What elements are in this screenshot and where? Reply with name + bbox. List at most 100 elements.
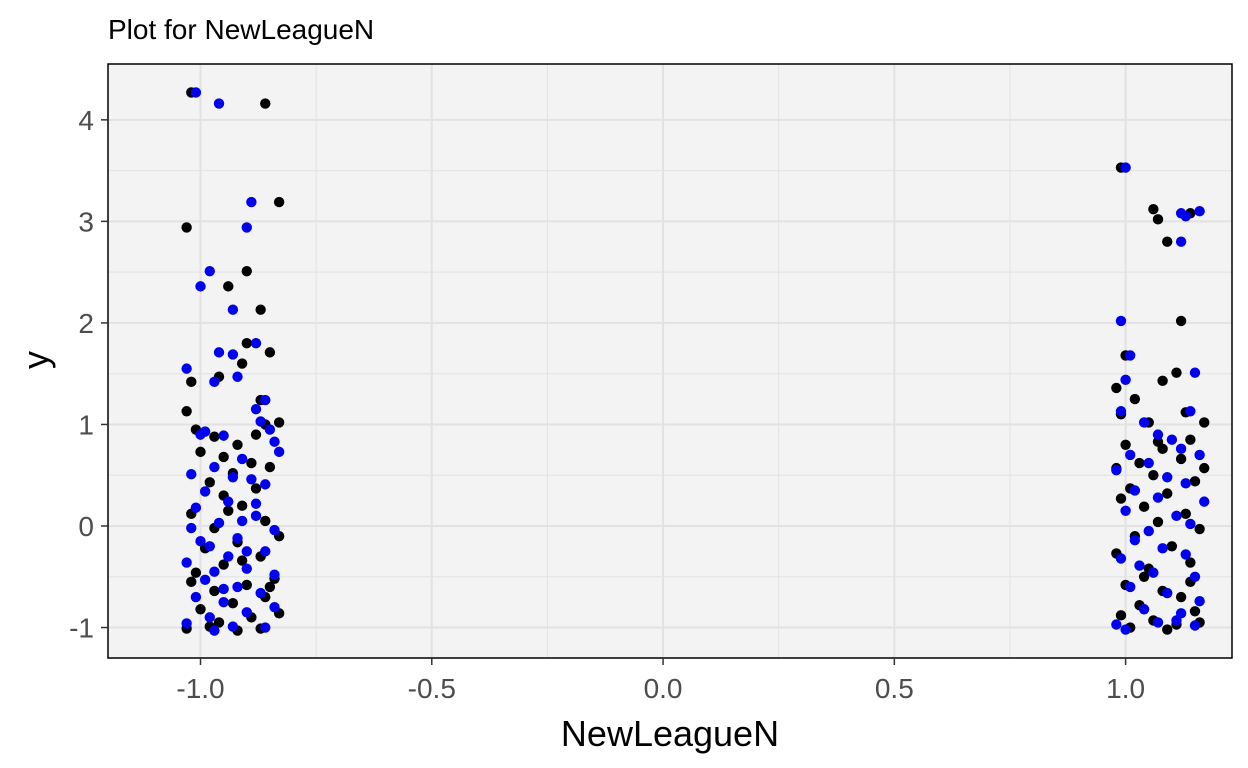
data-point-blue [209,625,220,636]
data-point-black [236,500,248,511]
data-point-blue [223,496,234,507]
data-point-blue [1180,549,1191,560]
data-point-blue [209,566,220,577]
y-tick-label: 0 [78,511,94,542]
data-point-blue [1194,206,1205,217]
data-point-black [1134,457,1145,469]
data-point-blue [213,98,225,109]
data-point-blue [1199,496,1210,507]
data-point-blue [1120,505,1131,516]
data-point-blue [264,424,276,435]
y-tick-label: -1 [69,613,94,644]
data-point-blue [195,429,206,440]
data-point-blue [250,404,262,415]
data-point-black [260,515,271,527]
y-tick-label: 3 [78,206,94,237]
data-point-blue [181,557,192,568]
data-point-blue [1175,443,1187,455]
data-point-blue [255,416,266,427]
data-point-black [1157,375,1168,386]
data-point-blue [1129,535,1141,546]
data-point-blue [199,486,211,497]
data-point-blue [1180,211,1191,222]
data-point-black [1115,493,1127,504]
data-point-black [1175,591,1187,603]
data-point-black [264,461,276,473]
data-point-blue [1134,560,1145,571]
data-point-blue [1115,553,1127,564]
data-point-black [1115,610,1127,621]
data-point-blue [199,574,211,586]
data-point-blue [1189,367,1201,378]
data-point-black [209,431,220,442]
data-point-blue [1175,236,1187,247]
data-point-black [1162,488,1173,499]
data-point-blue [1194,449,1205,461]
data-point-black [218,451,229,463]
data-point-black [195,604,206,615]
data-point-blue [1125,581,1136,593]
data-point-black [1129,393,1141,405]
data-point-blue [273,446,285,458]
data-point-black [223,505,234,516]
data-points [181,87,1210,636]
data-point-black [195,446,206,458]
data-point-black [232,439,243,450]
data-point-black [1199,417,1210,428]
data-point-blue [1138,417,1150,428]
data-point-blue [1162,587,1173,599]
data-point-blue [1143,457,1154,469]
data-point-blue [1185,518,1196,530]
data-point-black [1185,557,1196,568]
data-point-black [241,338,252,349]
data-point-blue [227,621,239,632]
data-point-blue [1115,406,1127,417]
data-point-black [227,597,239,609]
data-point-black [273,196,285,208]
data-point-black [1162,624,1173,635]
data-point-black [255,304,266,315]
data-point-blue [227,304,239,315]
data-point-blue [241,563,252,574]
data-point-blue [1185,406,1196,417]
data-point-blue [1120,162,1131,173]
data-point-blue [1180,478,1191,489]
data-point-blue [1152,617,1164,628]
data-point-black [1189,476,1201,487]
x-tick-label: 1.0 [1106,673,1145,704]
data-point-blue [204,541,215,552]
data-point-blue [213,347,225,358]
y-tick-label: 1 [78,409,94,440]
data-point-blue [1157,543,1168,554]
data-point-black [1199,462,1210,474]
data-point-black [223,281,234,292]
data-point-black [1185,434,1196,445]
data-point-blue [1129,485,1141,496]
data-point-blue [227,349,239,360]
data-point-blue [209,376,220,388]
data-point-blue [1111,619,1122,630]
data-point-black [1162,236,1173,247]
data-point-blue [190,87,202,98]
data-point-blue [1162,472,1173,483]
data-point-blue [218,596,229,608]
data-point-blue [1120,374,1131,385]
data-point-blue [227,472,239,483]
y-tick-label: 2 [78,308,94,339]
data-point-blue [1111,464,1122,476]
data-point-blue [269,569,280,580]
data-point-blue [1120,624,1131,635]
data-point-black [1138,571,1150,582]
data-point-blue [260,479,271,490]
x-axis-title: NewLeagueN [561,713,779,754]
data-point-blue [1194,595,1205,607]
y-axis-title: y [15,351,56,369]
data-point-black [213,617,225,628]
data-point-black [241,579,252,591]
y-tick-label: 4 [78,105,94,136]
data-point-black [181,406,192,417]
data-point-blue [255,587,266,599]
data-point-blue [250,498,262,509]
data-point-blue [181,618,192,629]
data-point-black [1194,523,1205,535]
